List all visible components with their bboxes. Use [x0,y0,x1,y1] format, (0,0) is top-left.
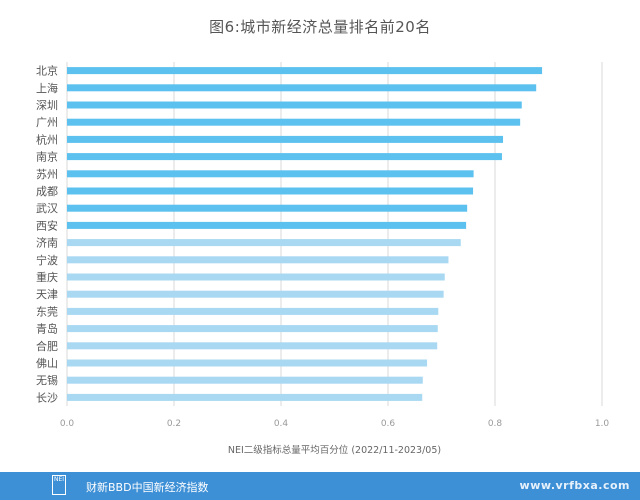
category-label: 北京 [36,64,58,78]
category-label: 宁波 [36,253,58,267]
bar [67,342,438,350]
category-label: 杭州 [36,132,58,146]
bar [67,359,428,367]
category-label: 青岛 [36,322,58,336]
category-label: 西安 [36,218,58,232]
bar [67,256,449,264]
category-label: 苏州 [36,168,58,181]
bar [67,273,445,281]
x-tick-label: 0.6 [381,419,396,429]
category-label: 无锡 [36,373,58,387]
x-tick-label: 0.2 [167,419,181,429]
bar [67,204,468,212]
bar [67,393,423,401]
category-label: 天津 [36,288,58,301]
chart-title: 图6:城市新经济总量排名前20名 [209,18,431,36]
nei-logo-icon: NEI [52,475,66,495]
category-label: 佛山 [36,357,58,370]
footer-bar: NEI 财新BBD中国新经济指数 www.vrfbxa.com [0,472,640,500]
x-tick-label: 0.0 [60,419,75,429]
category-label: 重庆 [36,270,58,284]
x-axis-label: NEI二级指标总量平均百分位 (2022/11-2023/05) [228,444,441,456]
bar [67,135,504,143]
bar [67,290,444,298]
category-label: 南京 [36,150,58,164]
category-label: 广州 [36,116,58,129]
bar [67,118,521,126]
category-label: 上海 [36,81,58,95]
category-label: 济南 [36,236,58,250]
bar [67,67,543,75]
x-tick-label: 0.4 [274,419,289,429]
bar [67,307,439,315]
category-label: 东莞 [36,305,58,318]
x-tick-label: 0.8 [488,419,503,429]
bar [67,239,461,247]
x-tick-label: 1.0 [595,419,610,429]
bar [67,376,423,384]
bar [67,153,502,161]
bar [67,84,537,92]
bar-chart: 0.0 0.2 0.4 0.6 0.8 1.0 北京上海深圳广州杭州南京苏州成都武汉西安济南… [36,62,610,456]
category-label: 深圳 [36,99,58,112]
category-label: 武汉 [36,202,58,215]
bar [67,325,438,333]
footer-watermark: www.vrfbxa.com [519,479,630,492]
bar [67,221,467,229]
bar [67,170,474,178]
category-label: 合肥 [36,339,58,353]
category-label: 成都 [36,185,58,198]
bar [67,187,474,195]
category-label: 长沙 [36,391,58,404]
bar [67,101,522,109]
footer-source: 财新BBD中国新经济指数 [86,481,209,494]
